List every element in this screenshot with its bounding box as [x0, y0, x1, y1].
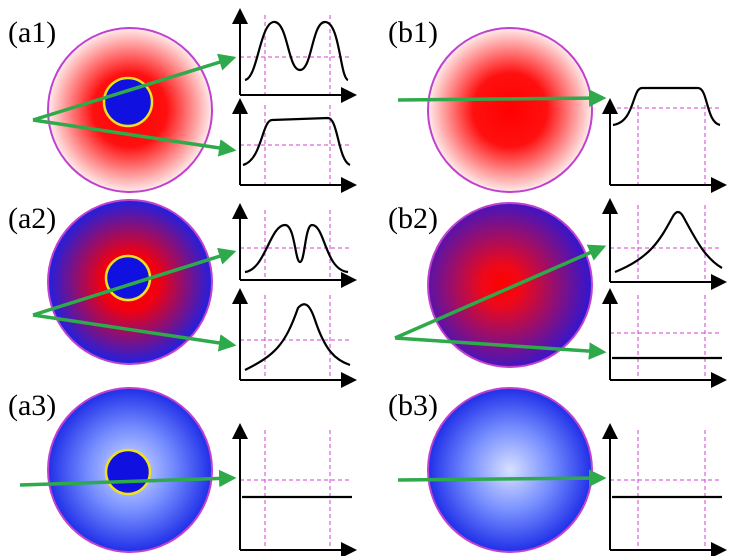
panel-label: (b1) — [388, 16, 438, 49]
panel-label: (b2) — [388, 202, 438, 235]
panel-label: (a1) — [8, 16, 56, 49]
panel-label: (a3) — [8, 389, 56, 422]
ray-arrow — [394, 336, 607, 360]
ray-arrow — [394, 244, 607, 340]
figure: (a1) (a2) (a3) (b1) (b2) (b3) — [8, 8, 727, 556]
panel-label: (a2) — [8, 202, 56, 235]
core — [104, 254, 152, 302]
ray-arrow — [32, 118, 237, 157]
panel-label: (b3) — [388, 389, 438, 422]
ray-arrow — [397, 89, 607, 107]
ray-arrow — [19, 469, 237, 488]
profile-curve — [614, 210, 723, 274]
profile-curve — [242, 116, 351, 167]
ray-arrow — [397, 469, 607, 487]
profile-curve — [244, 20, 349, 82]
profile-curve — [612, 86, 721, 127]
disk — [427, 202, 593, 368]
profile-curve — [244, 303, 351, 371]
ray-arrow — [32, 247, 237, 317]
disk — [427, 387, 593, 553]
core — [102, 76, 154, 128]
ray-arrow — [32, 53, 237, 122]
ray-arrow — [32, 313, 237, 352]
core — [104, 448, 152, 496]
disk — [427, 27, 593, 193]
profile-curve — [244, 223, 349, 274]
